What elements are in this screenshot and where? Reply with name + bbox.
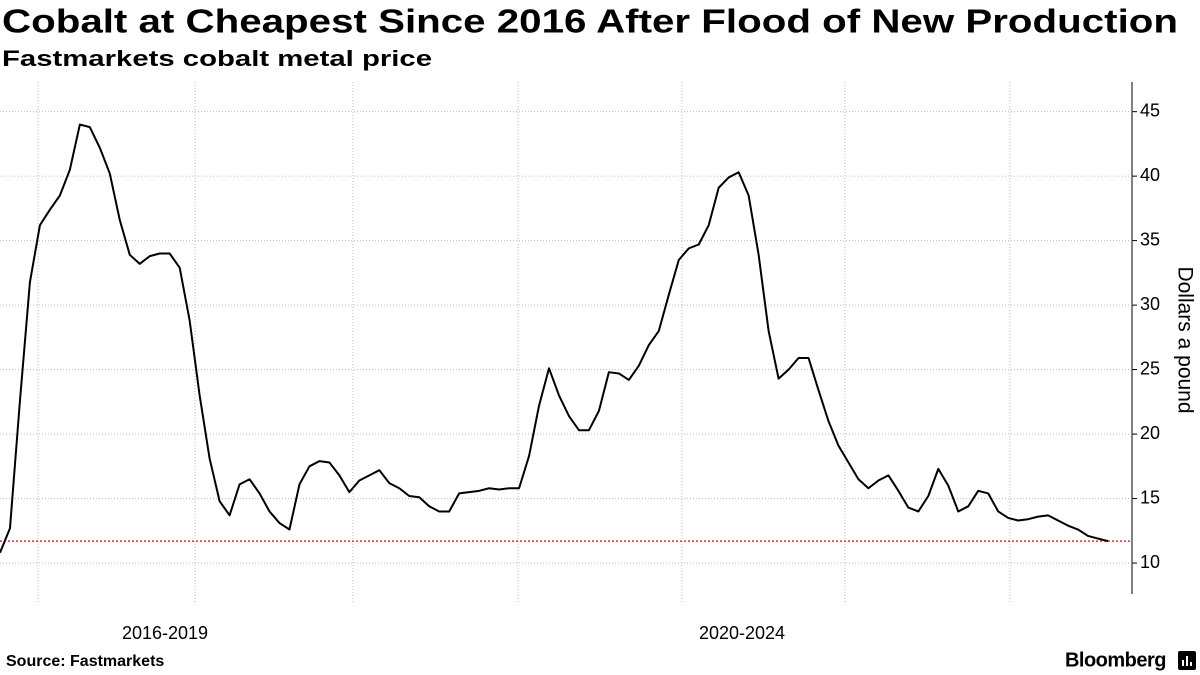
- chart-title: Cobalt at Cheapest Since 2016 After Floo…: [2, 3, 1178, 40]
- y-axis-label: Dollars a pound: [1173, 266, 1196, 413]
- y-tick-label: 25: [1140, 358, 1160, 378]
- y-tick-label: 30: [1140, 294, 1160, 314]
- brand-icon-bar: [1186, 656, 1188, 666]
- y-tick-label: 45: [1140, 100, 1160, 120]
- source-note: Source: Fastmarkets: [6, 653, 164, 670]
- x-period-label: 2020-2024: [699, 623, 785, 643]
- chart-subtitle: Fastmarkets cobalt metal price: [2, 46, 432, 71]
- y-tick-label: 40: [1140, 165, 1160, 185]
- y-tick-label: 10: [1140, 552, 1160, 572]
- x-period-label: 2016-2019: [122, 623, 208, 643]
- brand-icon-bar: [1182, 660, 1184, 666]
- price-line: [0, 123, 1109, 554]
- brand-logo: Bloomberg: [1065, 649, 1166, 671]
- y-tick-label: 20: [1140, 423, 1160, 443]
- y-tick-label: 35: [1140, 229, 1160, 249]
- brand-icon-bar: [1190, 662, 1192, 666]
- vertical-grid: [37, 82, 1011, 602]
- y-tick-label: 15: [1140, 487, 1160, 507]
- brand-icon: [1178, 651, 1196, 670]
